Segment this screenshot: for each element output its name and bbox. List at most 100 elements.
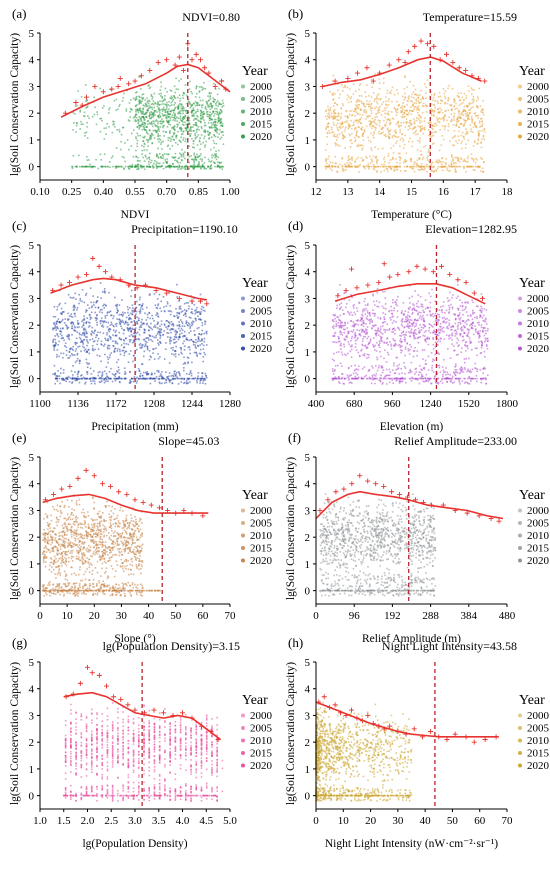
data-point — [217, 114, 220, 117]
data-point — [181, 103, 183, 106]
data-point — [74, 312, 76, 315]
data-point — [113, 121, 115, 123]
data-point — [398, 152, 400, 155]
data-point — [89, 316, 92, 318]
data-point — [355, 131, 358, 133]
data-point — [183, 349, 186, 351]
data-point — [460, 142, 463, 145]
data-point — [155, 306, 158, 309]
data-point — [458, 104, 461, 107]
data-point — [470, 371, 473, 373]
data-point — [440, 163, 443, 165]
data-point — [466, 323, 468, 326]
data-point — [103, 288, 106, 290]
data-point — [138, 303, 140, 306]
data-point — [80, 165, 83, 168]
data-point — [408, 122, 411, 124]
data-point — [463, 165, 466, 168]
data-point — [97, 348, 100, 350]
data-point — [113, 351, 116, 353]
data-point — [71, 167, 74, 170]
data-point — [147, 141, 149, 143]
data-point — [142, 117, 145, 119]
data-point — [196, 153, 198, 156]
data-point — [428, 122, 430, 124]
data-point — [186, 123, 189, 125]
data-point — [85, 156, 88, 158]
data-point — [410, 319, 413, 322]
data-point — [195, 110, 198, 113]
data-point — [67, 326, 70, 329]
data-point — [88, 307, 91, 309]
data-point — [176, 331, 178, 334]
data-point — [131, 165, 134, 168]
data-point — [152, 129, 155, 132]
data-point — [85, 107, 87, 109]
data-point — [407, 125, 410, 128]
data-point — [116, 108, 119, 111]
data-point — [442, 116, 445, 119]
data-point — [137, 319, 140, 322]
data-point — [65, 349, 68, 352]
data-point — [54, 327, 56, 329]
data-point — [207, 165, 210, 168]
data-point — [160, 331, 162, 334]
data-point — [189, 325, 192, 328]
data-point — [139, 107, 142, 110]
data-point — [143, 126, 146, 129]
data-point — [465, 130, 468, 133]
data-point — [160, 329, 163, 331]
data-point — [377, 132, 380, 135]
peak-marker — [96, 263, 102, 269]
data-point — [188, 323, 191, 326]
data-point — [167, 113, 170, 115]
data-point — [209, 111, 211, 114]
data-point — [182, 117, 184, 120]
data-point — [96, 296, 99, 298]
data-point — [358, 84, 361, 87]
data-point — [442, 119, 445, 122]
data-point — [195, 341, 197, 344]
data-point — [59, 372, 62, 374]
data-point — [433, 111, 436, 113]
data-point — [212, 100, 215, 103]
data-point — [421, 96, 424, 98]
data-point — [441, 311, 444, 314]
data-point — [440, 326, 442, 328]
data-point — [118, 130, 121, 133]
x-tick-label: 1100 — [29, 398, 51, 410]
data-point — [324, 165, 327, 168]
data-point — [173, 109, 176, 111]
data-point — [77, 346, 79, 348]
data-point — [200, 126, 203, 128]
data-point — [99, 371, 101, 373]
data-point — [371, 86, 373, 88]
data-point — [169, 89, 172, 92]
data-point — [178, 372, 181, 374]
data-point — [148, 99, 150, 102]
data-point — [485, 309, 488, 311]
data-point — [216, 165, 218, 168]
data-point — [387, 377, 389, 380]
data-point — [402, 161, 405, 164]
data-point — [100, 317, 103, 320]
data-point — [142, 113, 145, 115]
data-point — [483, 161, 486, 164]
data-point — [92, 376, 95, 379]
data-point — [350, 163, 353, 165]
data-point — [360, 328, 363, 331]
data-point — [193, 330, 196, 332]
peak-marker — [412, 43, 418, 49]
data-point — [68, 381, 71, 383]
data-point — [433, 125, 436, 127]
data-point — [376, 123, 378, 126]
data-point — [190, 374, 193, 377]
data-point — [476, 370, 478, 373]
data-point — [366, 100, 368, 102]
data-point — [472, 96, 475, 98]
data-point — [175, 88, 178, 90]
data-point — [138, 126, 141, 128]
data-point — [380, 128, 383, 131]
data-point — [87, 341, 89, 344]
data-point — [82, 343, 84, 345]
